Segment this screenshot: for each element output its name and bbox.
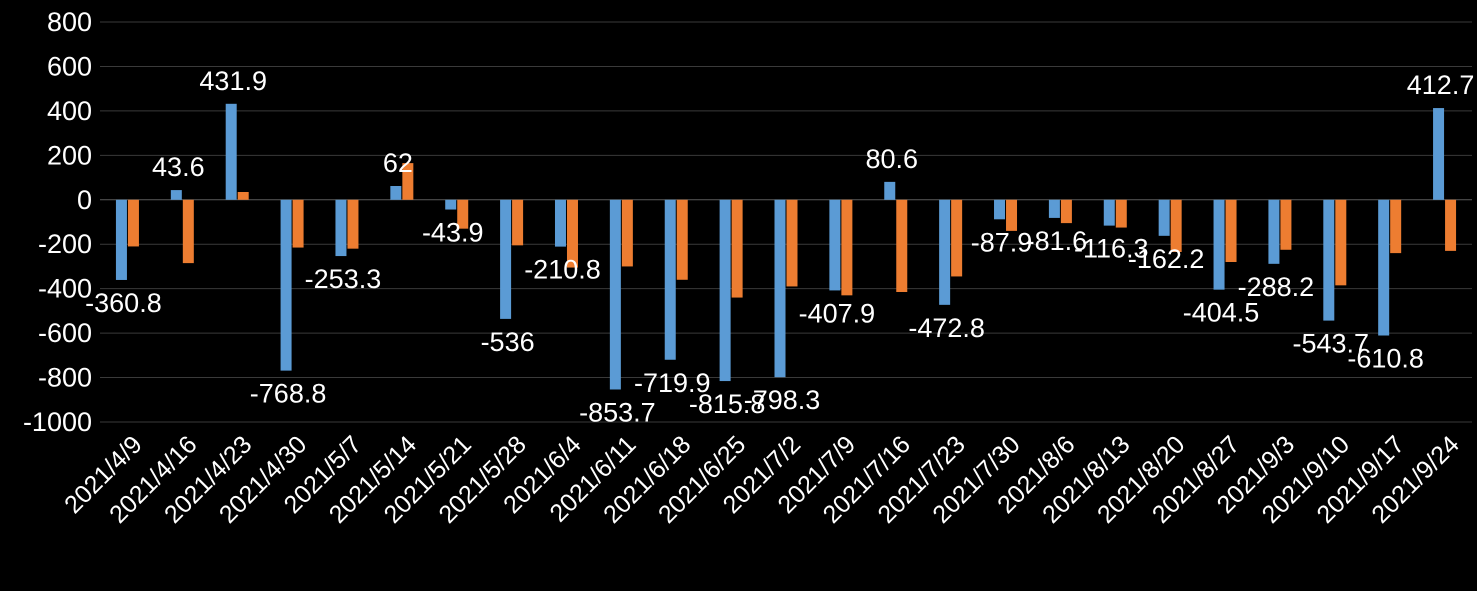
y-tick-label: -200 <box>38 229 92 259</box>
bar-series-2-2021/6/11 <box>621 199 633 267</box>
bar-series-1-2021/8/27 <box>1213 199 1225 290</box>
gridlines <box>100 21 1472 423</box>
bar-series-2-2021/8/20 <box>1170 199 1182 252</box>
bar-series-1-2021/4/9 <box>115 199 127 280</box>
bar-series-2-2021/9/10 <box>1335 199 1347 286</box>
bar-series-2-2021/9/24 <box>1445 199 1457 251</box>
bar-series-1-2021/6/11 <box>609 199 621 390</box>
bar-series-2-2021/8/6 <box>1060 199 1072 224</box>
bar-series-1-2021/8/20 <box>1158 199 1170 236</box>
bar-series-1-2021/4/16 <box>170 190 182 200</box>
bar-series-1-2021/4/30 <box>280 199 292 371</box>
data-label-2021/8/27: -404.5 <box>1183 298 1260 328</box>
bar-series-1-2021/6/4 <box>554 199 566 247</box>
bar-series-1-2021/6/25 <box>719 199 731 382</box>
bar-series-2-2021/4/9 <box>127 199 139 247</box>
data-label-2021/4/23: 431.9 <box>199 66 267 96</box>
data-label-2021/8/13: -116.3 <box>1074 234 1149 264</box>
bar-series-1-2021/6/18 <box>664 199 676 360</box>
y-tick-label: -400 <box>38 274 92 304</box>
data-label-2021/9/24: 412.7 <box>1407 70 1475 100</box>
y-tick-label: 600 <box>47 51 92 81</box>
y-tick-label: 200 <box>47 140 92 170</box>
y-tick-label: -600 <box>38 318 92 348</box>
y-tick-label: 800 <box>47 7 92 37</box>
bar-series-1-2021/5/21 <box>445 199 457 210</box>
bar-series-2-2021/5/21 <box>457 199 469 229</box>
x-axis-ticks: 2021/4/92021/4/162021/4/232021/4/302021/… <box>59 430 1465 529</box>
bar-series-1-2021/8/6 <box>1048 199 1060 218</box>
bar-series-2-2021/8/13 <box>1115 199 1127 228</box>
bar-series-2-2021/7/30 <box>1006 199 1018 231</box>
data-label-2021/6/18: -719.9 <box>634 368 711 398</box>
y-tick-label: -800 <box>38 363 92 393</box>
bar-series-2-2021/4/16 <box>182 199 194 264</box>
data-label-2021/5/28: -536 <box>481 327 535 357</box>
bar-series-1-2021/4/23 <box>225 103 237 200</box>
bar-series-1-2021/5/28 <box>500 199 512 319</box>
bar-series-1-2021/9/3 <box>1268 199 1280 264</box>
bar-series-2-2021/8/27 <box>1225 199 1237 262</box>
data-label-2021/4/16: 43.6 <box>152 152 205 182</box>
y-tick-label: -1000 <box>23 407 92 437</box>
bar-series-1-2021/5/14 <box>390 186 402 200</box>
bar-series-2-2021/9/17 <box>1390 199 1402 254</box>
data-labels: -360.8 43.6 431.9 -768.8 -253.3 62 -43.9 -536 -2… <box>85 66 1474 428</box>
y-axis-ticks: -1000 -800 -600 -400 -200 0 200 400 600 800 <box>23 7 92 437</box>
bar-series-1-2021/9/24 <box>1433 108 1445 200</box>
data-label-2021/7/2: -798.3 <box>744 385 821 415</box>
y-tick-label: 400 <box>47 96 92 126</box>
bar-series-2-2021/7/16 <box>896 199 908 292</box>
bar-series-2-2021/9/3 <box>1280 199 1292 250</box>
data-label-2021/4/9: -360.8 <box>85 288 162 318</box>
bars <box>115 103 1457 390</box>
data-label-2021/9/10: -543.7 <box>1293 329 1370 359</box>
data-label-2021/5/14: 62 <box>383 148 413 178</box>
data-label-2021/4/30: -768.8 <box>250 379 327 409</box>
data-label-2021/8/20: -162.2 <box>1128 244 1205 274</box>
bar-series-1-2021/7/2 <box>774 199 786 378</box>
data-label-2021/7/30: -87.9 <box>971 227 1033 257</box>
data-label-2021/7/23: -472.8 <box>908 313 985 343</box>
bar-series-1-2021/7/30 <box>994 199 1006 220</box>
bar-series-1-2021/7/9 <box>829 199 841 291</box>
bar-series-2-2021/6/18 <box>676 199 688 280</box>
bar-series-2-2021/6/4 <box>566 199 578 268</box>
bar-series-2-2021/6/25 <box>731 199 743 298</box>
data-label-2021/9/3: -288.2 <box>1238 272 1315 302</box>
bar-series-2-2021/7/9 <box>841 199 853 296</box>
data-label-2021/7/9: -407.9 <box>799 298 876 328</box>
bar-series-2-2021/4/30 <box>292 199 304 248</box>
bar-series-2-2021/5/7 <box>347 199 359 249</box>
y-tick-label: 0 <box>77 185 92 215</box>
bar-series-2-2021/5/14 <box>402 163 414 200</box>
bar-series-1-2021/8/13 <box>1103 199 1115 226</box>
data-label-2021/5/21: -43.9 <box>422 218 484 248</box>
data-label-2021/7/16: 80.6 <box>865 144 918 174</box>
bar-series-1-2021/9/10 <box>1323 199 1335 321</box>
data-label-2021/5/7: -253.3 <box>305 264 382 294</box>
data-label-2021/6/4: -210.8 <box>524 255 601 285</box>
bar-series-2-2021/7/23 <box>951 199 963 277</box>
bar-series-2-2021/5/28 <box>512 199 524 246</box>
bar-series-2-2021/4/23 <box>237 192 249 200</box>
bar-series-1-2021/7/16 <box>884 181 896 200</box>
data-label-2021/6/11: -853.7 <box>579 397 656 427</box>
bar-series-1-2021/7/23 <box>939 199 951 305</box>
bar-series-1-2021/5/7 <box>335 199 347 257</box>
data-label-2021/9/17: -610.8 <box>1347 344 1424 374</box>
data-label-2021/6/25: -815.8 <box>689 389 766 419</box>
bar-series-2-2021/7/2 <box>786 199 798 287</box>
data-label-2021/8/6: -81.6 <box>1026 226 1088 256</box>
bar-series-1-2021/9/17 <box>1378 199 1390 336</box>
